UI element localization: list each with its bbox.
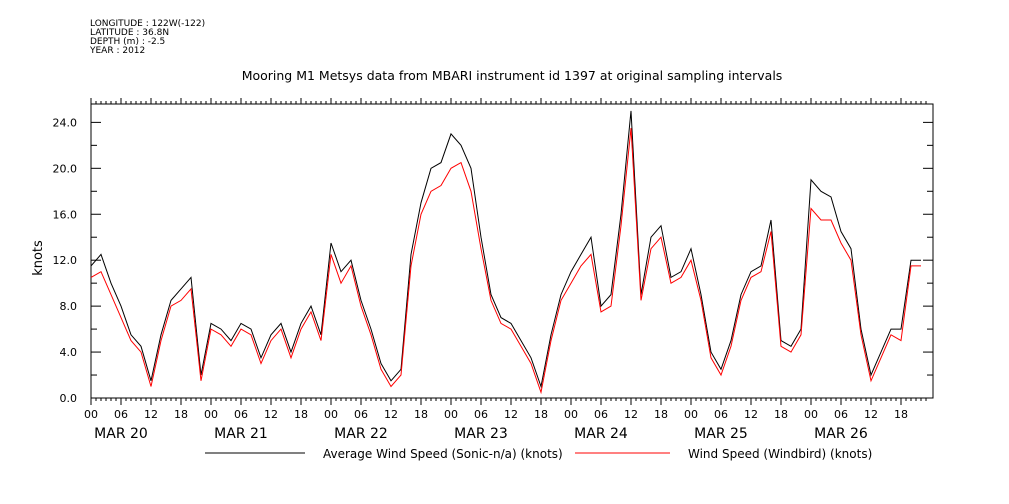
series-line-windbird-wind-speed xyxy=(90,128,921,395)
x-hour-tick-label: 00 xyxy=(564,408,578,421)
x-hour-tick-label: 06 xyxy=(354,408,368,421)
x-day-label: MAR 20 xyxy=(94,426,148,442)
x-day-label: MAR 22 xyxy=(334,426,388,442)
x-hour-tick-label: 06 xyxy=(714,408,728,421)
metadata-block: LONGITUDE : 122W(-122) LATITUDE : 36.8N … xyxy=(90,20,205,56)
legend-item-average-label: Average Wind Speed (Sonic-n/a) (knots) xyxy=(323,447,563,461)
series-line-average-wind-speed xyxy=(90,110,921,389)
x-hour-tick-label: 18 xyxy=(294,408,308,421)
x-hour-tick-label: 06 xyxy=(594,408,608,421)
chart-title: Mooring M1 Metsys data from MBARI instru… xyxy=(242,68,783,83)
x-hour-tick-label: 00 xyxy=(84,408,98,421)
meta-year: YEAR : 2012 xyxy=(90,46,146,56)
x-day-label: MAR 23 xyxy=(454,426,508,442)
x-hour-tick-label: 00 xyxy=(444,408,458,421)
x-hour-tick-label: 18 xyxy=(174,408,188,421)
y-tick-label: 16.0 xyxy=(53,208,78,221)
meta-depth: DEPTH (m) : -2.5 xyxy=(90,37,166,47)
x-day-label: MAR 25 xyxy=(694,426,748,442)
x-day-label: MAR 26 xyxy=(814,426,868,442)
x-day-label: MAR 21 xyxy=(214,426,268,442)
x-hour-tick-label: 12 xyxy=(264,408,278,421)
series-lines xyxy=(90,110,921,395)
x-hour-tick-label: 00 xyxy=(204,408,218,421)
x-hour-tick-label: 18 xyxy=(894,408,908,421)
y-tick-label: 24.0 xyxy=(53,116,78,129)
y-axis-label: knots xyxy=(31,240,46,276)
axis-ticks xyxy=(90,98,933,405)
y-tick-label: 4.0 xyxy=(60,346,78,359)
meta-latitude: LATITUDE : 36.8N xyxy=(90,28,170,38)
x-hour-tick-label: 12 xyxy=(384,408,398,421)
x-hour-tick-label: 12 xyxy=(864,408,878,421)
x-hour-tick-label: 06 xyxy=(834,408,848,421)
y-tick-label: 8.0 xyxy=(60,300,78,313)
y-tick-label: 12.0 xyxy=(53,254,78,267)
plot-frame xyxy=(90,103,934,399)
x-hour-tick-label: 12 xyxy=(744,408,758,421)
y-tick-label: 0.0 xyxy=(60,392,78,405)
x-hour-tick-label: 00 xyxy=(804,408,818,421)
x-hour-tick-label: 18 xyxy=(534,408,548,421)
x-hour-tick-label: 18 xyxy=(414,408,428,421)
plot-area xyxy=(90,103,934,399)
x-hour-tick-label: 12 xyxy=(144,408,158,421)
x-hour-tick-label: 06 xyxy=(114,408,128,421)
x-hour-tick-label: 12 xyxy=(624,408,638,421)
x-hour-tick-label: 12 xyxy=(504,408,518,421)
x-hour-tick-label: 18 xyxy=(774,408,788,421)
y-tick-label: 20.0 xyxy=(53,162,78,175)
x-hour-tick-label: 06 xyxy=(474,408,488,421)
x-day-label: MAR 24 xyxy=(574,426,628,442)
x-hour-tick-label: 06 xyxy=(234,408,248,421)
meta-longitude: LONGITUDE : 122W(-122) xyxy=(90,19,206,29)
legend-item-windbird-label: Wind Speed (Windbird) (knots) xyxy=(688,447,872,461)
axis-labels: 00 06 12 18 00 06 12 18 00 06 12 18 00 06 12 18 00 06 12 18… xyxy=(53,116,909,442)
legend: Average Wind Speed (Sonic-n/a) (knots) Wi… xyxy=(205,447,872,461)
x-hour-tick-label: 00 xyxy=(684,408,698,421)
x-hour-tick-label: 18 xyxy=(654,408,668,421)
x-hour-tick-label: 00 xyxy=(324,408,338,421)
